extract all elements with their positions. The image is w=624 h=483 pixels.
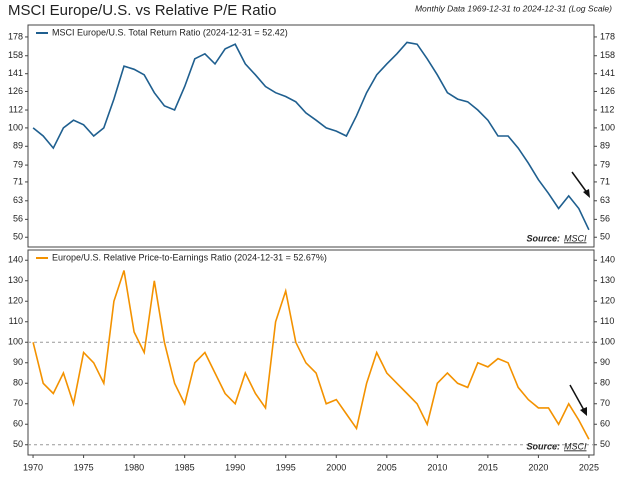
y-tick-label: 141 — [8, 68, 23, 78]
source-link[interactable]: MSCI — [564, 233, 587, 243]
chart-subtitle: Monthly Data 1969-12-31 to 2024-12-31 (L… — [415, 3, 612, 13]
y-tick-label: 56 — [600, 214, 610, 224]
y-tick-label: 130 — [600, 275, 615, 285]
y-tick-label: 70 — [600, 398, 610, 408]
y-tick-label: 63 — [13, 195, 23, 205]
y-tick-label: 178 — [8, 31, 23, 41]
y-tick-label: 60 — [600, 419, 610, 429]
y-tick-label: 126 — [600, 86, 615, 96]
x-tick-label: 1970 — [23, 462, 43, 472]
source-label: Source: — [526, 233, 560, 243]
x-tick-label: 2000 — [326, 462, 346, 472]
x-tick-label: 1985 — [175, 462, 195, 472]
series-line — [32, 270, 590, 440]
y-tick-label: 71 — [600, 176, 610, 186]
x-tick-label: 1980 — [124, 462, 144, 472]
y-tick-label: 50 — [13, 439, 23, 449]
panel-frame — [27, 249, 595, 456]
y-tick-label: 50 — [13, 232, 23, 242]
y-tick-label: 140 — [600, 255, 615, 265]
y-tick-label: 100 — [8, 337, 23, 347]
y-tick-label: 79 — [13, 159, 23, 169]
x-tick-label: 2005 — [377, 462, 397, 472]
y-tick-label: 63 — [600, 195, 610, 205]
trend-arrow — [571, 171, 589, 195]
x-tick-label: 2020 — [528, 462, 548, 472]
x-tick-label: 1990 — [225, 462, 245, 472]
panel-frame — [27, 24, 595, 248]
y-tick-label: 50 — [600, 232, 610, 242]
y-tick-label: 158 — [600, 50, 615, 60]
y-tick-label: 110 — [600, 316, 614, 326]
legend-label: Europe/U.S. Relative Price-to-Earnings R… — [52, 252, 327, 262]
y-tick-label: 112 — [600, 104, 614, 114]
legend-label: MSCI Europe/U.S. Total Return Ratio (202… — [52, 27, 288, 37]
trend-arrow — [569, 384, 586, 413]
chart-title: MSCI Europe/U.S. vs Relative P/E Ratio — [8, 2, 276, 19]
y-tick-label: 89 — [13, 141, 23, 151]
y-tick-label: 80 — [13, 378, 23, 388]
x-tick-label: 2015 — [478, 462, 498, 472]
arrow-head — [583, 189, 590, 198]
series-line — [32, 41, 590, 231]
y-tick-label: 112 — [9, 104, 23, 114]
arrow-head — [580, 407, 587, 416]
source-label: Source: — [526, 441, 560, 451]
y-tick-label: 60 — [13, 419, 23, 429]
y-tick-label: 141 — [600, 68, 615, 78]
y-tick-label: 90 — [600, 357, 610, 367]
y-tick-label: 90 — [13, 357, 23, 367]
y-tick-label: 120 — [8, 296, 23, 306]
x-tick-label: 1975 — [74, 462, 94, 472]
y-tick-label: 71 — [13, 176, 23, 186]
y-tick-label: 80 — [600, 378, 610, 388]
y-tick-label: 110 — [9, 316, 23, 326]
x-tick-label: 2010 — [427, 462, 447, 472]
y-tick-label: 130 — [8, 275, 23, 285]
y-tick-label: 158 — [8, 50, 23, 60]
x-tick-label: 2025 — [579, 462, 599, 472]
y-tick-label: 50 — [600, 439, 610, 449]
source-link[interactable]: MSCI — [564, 441, 587, 451]
y-tick-label: 100 — [600, 122, 615, 132]
y-tick-label: 70 — [13, 398, 23, 408]
x-tick-label: 1995 — [276, 462, 296, 472]
y-tick-label: 140 — [8, 255, 23, 265]
y-tick-label: 120 — [600, 296, 615, 306]
y-tick-label: 100 — [600, 337, 615, 347]
y-tick-label: 178 — [600, 31, 615, 41]
y-tick-label: 79 — [600, 159, 610, 169]
y-tick-label: 89 — [600, 141, 610, 151]
y-tick-label: 126 — [8, 86, 23, 96]
y-tick-label: 56 — [13, 214, 23, 224]
y-tick-label: 100 — [8, 122, 23, 132]
